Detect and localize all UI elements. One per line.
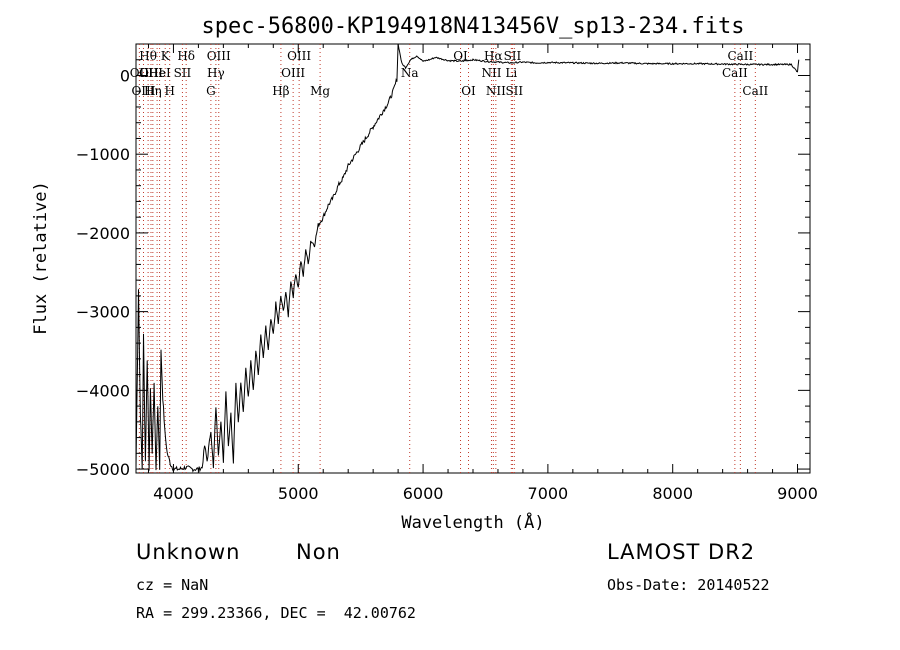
line-label: Hη [144, 84, 162, 98]
x-tick-label: 7000 [528, 484, 569, 503]
spectral-line-labels: OIIOIIIHθOIIIHηHeHeIKHSIIHδGHγOIIIHβOIII… [130, 49, 769, 98]
line-label: G [206, 84, 216, 98]
y-axis-title: Flux (relative) [31, 181, 51, 335]
line-label: CaII [722, 66, 748, 80]
y-tick-label: −1000 [76, 145, 130, 164]
line-label: Na [401, 66, 419, 80]
chart-title: spec-56800-KP194918N413456V_sp13-234.fit… [201, 14, 744, 39]
line-label: CaII [742, 84, 768, 98]
line-label: SII [505, 84, 523, 98]
line-label: SII [504, 49, 522, 63]
line-label: SII [174, 66, 192, 80]
line-label: H [164, 84, 174, 98]
x-axis-title: Wavelength (Å) [401, 511, 544, 533]
line-label: HeI [148, 66, 171, 80]
x-tick-label: 5000 [278, 484, 319, 503]
spectrum-line [135, 43, 800, 473]
line-label: OIII [131, 84, 155, 98]
line-label: OI [453, 49, 468, 63]
line-label: Hγ [207, 66, 225, 80]
line-label: Hδ [177, 49, 195, 63]
line-label: Mg [310, 84, 330, 98]
x-tick-label: 6000 [403, 484, 444, 503]
survey-label: LAMOST DR2 [607, 540, 756, 564]
y-tick-label: −5000 [76, 460, 130, 479]
line-label: He [148, 66, 166, 80]
subclass-label: Non [296, 540, 341, 564]
line-label: OI [461, 84, 476, 98]
x-tick-label: 4000 [153, 484, 194, 503]
line-label: OIII [207, 49, 231, 63]
y-tick-label: −2000 [76, 224, 130, 243]
line-label: Hβ [272, 84, 289, 98]
spectral-line-markers [138, 44, 756, 473]
line-label: NII [481, 66, 501, 80]
line-label: NII [486, 84, 506, 98]
line-label: OIII [139, 66, 163, 80]
line-label: OIII [281, 66, 305, 80]
x-tick-label: 8000 [652, 484, 693, 503]
line-label: Hα [484, 49, 503, 63]
line-label: K [161, 49, 171, 63]
x-tick-label: 9000 [777, 484, 818, 503]
line-label: CaII [727, 49, 753, 63]
x-axis: 4000 5000 6000 7000 8000 9000 [147, 44, 818, 503]
y-tick-label: −4000 [76, 381, 130, 400]
line-label: Hθ [139, 49, 157, 63]
line-label: Li [505, 66, 517, 80]
class-label: Unknown [136, 540, 241, 564]
line-label: OIII [287, 49, 311, 63]
y-axis: 0 −1000 −2000 −3000 −4000 −5000 [76, 59, 810, 479]
y-tick-label: 0 [120, 66, 130, 85]
line-label: OII [130, 66, 150, 80]
obs-date-label: Obs-Date: 20140522 [607, 576, 770, 594]
y-tick-label: −3000 [76, 303, 130, 322]
coordinates-label: RA = 299.23366, DEC = 42.00762 [136, 604, 416, 622]
redshift-label: cz = NaN [136, 576, 209, 594]
